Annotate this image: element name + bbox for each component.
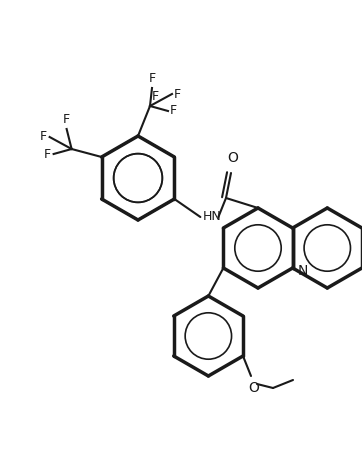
Text: F: F [170,105,177,117]
Text: O: O [249,381,260,395]
Text: F: F [43,148,51,160]
Text: O: O [228,151,239,165]
Text: HN: HN [202,211,221,223]
Text: F: F [63,113,70,126]
Text: F: F [148,72,156,85]
Text: F: F [152,90,159,103]
Text: F: F [174,87,181,101]
Text: N: N [298,264,308,278]
Text: F: F [39,130,47,144]
